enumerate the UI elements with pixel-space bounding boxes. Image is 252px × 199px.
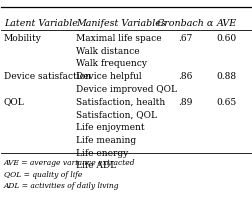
Text: 0.88: 0.88 xyxy=(216,72,236,81)
Text: Mobility: Mobility xyxy=(4,34,42,43)
Text: Latent Variable: Latent Variable xyxy=(4,19,77,28)
Text: QOL = quality of life: QOL = quality of life xyxy=(4,171,82,179)
Text: .89: .89 xyxy=(177,98,192,106)
Text: AVE: AVE xyxy=(216,19,236,28)
Text: Walk distance: Walk distance xyxy=(76,47,140,56)
Text: ADL = activities of daily living: ADL = activities of daily living xyxy=(4,182,119,190)
Text: AVE = average variance extracted: AVE = average variance extracted xyxy=(4,159,135,167)
Text: Walk frequency: Walk frequency xyxy=(76,59,147,68)
Text: Device satisfaction: Device satisfaction xyxy=(4,72,90,81)
Text: 0.60: 0.60 xyxy=(216,34,236,43)
Text: Life ADL: Life ADL xyxy=(76,161,116,170)
Text: Device helpful: Device helpful xyxy=(76,72,142,81)
Text: Life meaning: Life meaning xyxy=(76,136,136,145)
Text: Life energy: Life energy xyxy=(76,149,128,158)
Text: Satisfaction, QOL: Satisfaction, QOL xyxy=(76,110,157,119)
Text: Device improved QOL: Device improved QOL xyxy=(76,85,177,94)
Text: Satisfaction, health: Satisfaction, health xyxy=(76,98,165,106)
Text: .86: .86 xyxy=(177,72,192,81)
Text: QOL: QOL xyxy=(4,98,24,106)
Text: .67: .67 xyxy=(177,34,192,43)
Text: Cronbach α: Cronbach α xyxy=(156,19,213,28)
Text: Manifest Variables: Manifest Variables xyxy=(76,19,166,28)
Text: Maximal life space: Maximal life space xyxy=(76,34,162,43)
Text: 0.65: 0.65 xyxy=(216,98,236,106)
Text: Life enjoyment: Life enjoyment xyxy=(76,123,144,132)
